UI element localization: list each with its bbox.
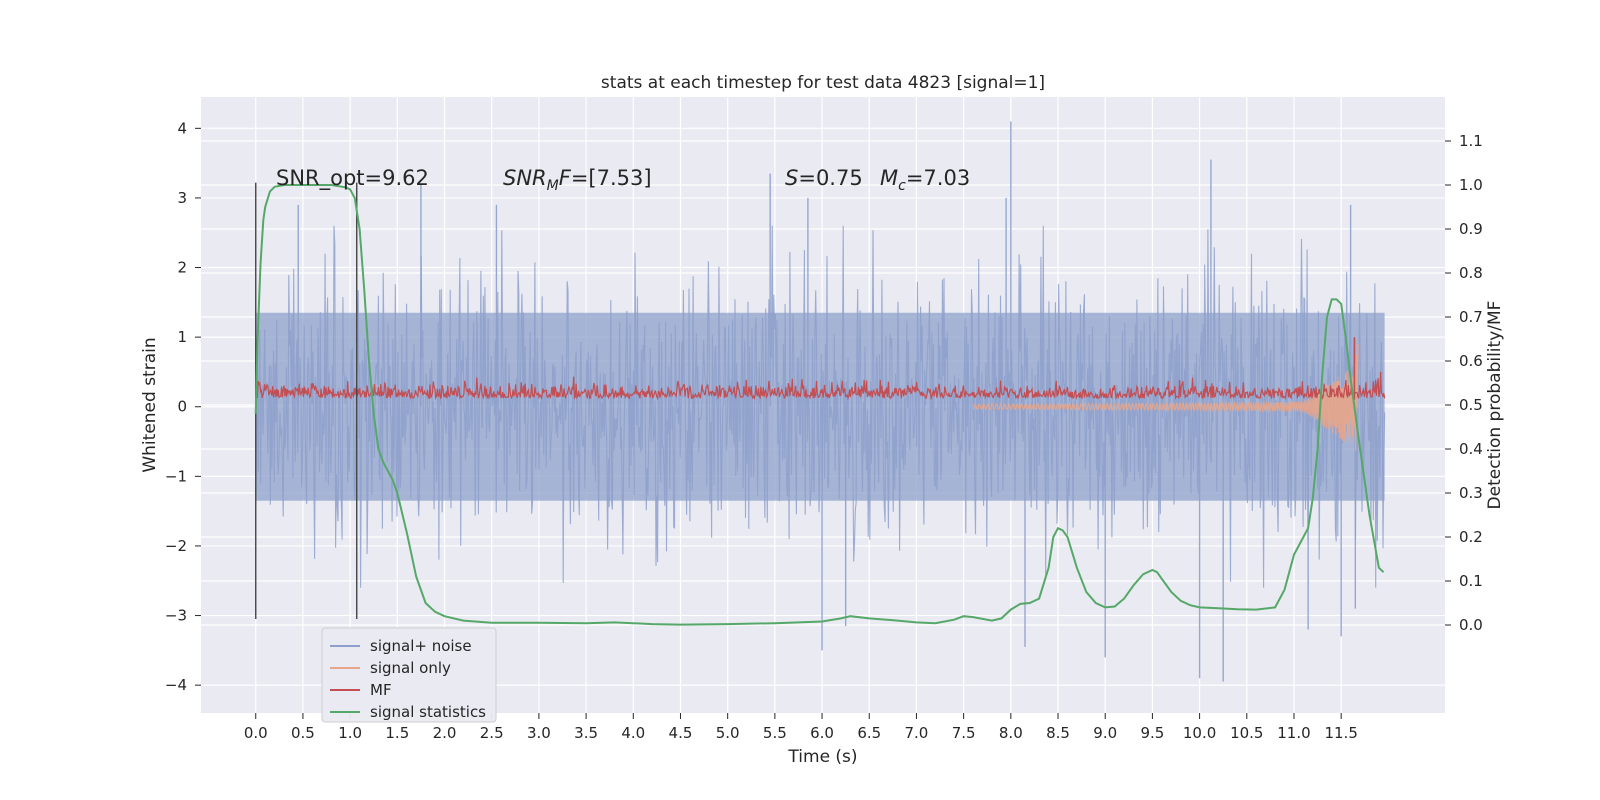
y2-tick-label: 0.9 bbox=[1459, 220, 1483, 238]
annotation-snr-opt: SNR_opt=9.62 bbox=[276, 166, 429, 191]
x-axis-label: Time (s) bbox=[787, 747, 857, 767]
annotation-mc: Mc=7.03 bbox=[880, 166, 970, 194]
x-tick-label: 4.0 bbox=[621, 724, 645, 742]
y-tick-label: −4 bbox=[165, 676, 187, 694]
x-tick-label: 9.5 bbox=[1140, 724, 1164, 742]
y-tick-label: 4 bbox=[177, 119, 187, 137]
x-tick-label: 1.0 bbox=[338, 724, 362, 742]
y2-tick-label: 0.7 bbox=[1459, 308, 1483, 326]
y2-tick-label: 0.1 bbox=[1459, 572, 1483, 590]
x-tick-label: 8.0 bbox=[999, 724, 1023, 742]
x-tick-label: 3.0 bbox=[527, 724, 551, 742]
y2-tick-label: 1.0 bbox=[1459, 176, 1483, 194]
x-tick-label: 6.0 bbox=[810, 724, 834, 742]
y2-tick-label: 1.1 bbox=[1459, 132, 1483, 150]
y-axis-left: 4 3 2 1 0 −1 −2 −3 −4 bbox=[165, 119, 201, 694]
x-tick-label: 11.5 bbox=[1324, 724, 1357, 742]
y2-tick-label: 0.3 bbox=[1459, 484, 1483, 502]
series-signal-statistics bbox=[254, 184, 1385, 626]
y-tick-label: 0 bbox=[177, 398, 187, 416]
x-tick-label: 6.5 bbox=[857, 724, 881, 742]
y-axis-right: 1.1 1.0 0.9 0.8 0.7 0.6 0.5 0.4 0.3 0.2 0.1 0.0 bbox=[1445, 132, 1483, 634]
y-tick-label: −2 bbox=[165, 537, 187, 555]
y-tick-label: 1 bbox=[177, 328, 187, 346]
x-tick-label: 9.0 bbox=[1093, 724, 1117, 742]
y2-tick-label: 0.5 bbox=[1459, 396, 1483, 414]
legend-label: signal statistics bbox=[370, 703, 486, 721]
y-axis-label: Whitened strain bbox=[140, 337, 160, 472]
x-tick-label: 10.0 bbox=[1183, 724, 1216, 742]
x-tick-label: 7.0 bbox=[905, 724, 929, 742]
annotation-snr-mf: SNRMF=[7.53] bbox=[503, 166, 652, 194]
y2-tick-label: 0.4 bbox=[1459, 440, 1483, 458]
y-tick-label: −3 bbox=[165, 607, 187, 625]
x-tick-label: 0.0 bbox=[244, 724, 268, 742]
x-tick-label: 10.5 bbox=[1230, 724, 1263, 742]
legend-label: signal only bbox=[370, 659, 451, 677]
legend-box bbox=[321, 627, 497, 723]
x-tick-label: 11.0 bbox=[1277, 724, 1310, 742]
series-layer bbox=[254, 121, 1386, 682]
y-tick-label: 2 bbox=[177, 259, 187, 277]
x-tick-label: 8.5 bbox=[1046, 724, 1070, 742]
x-tick-label: 5.5 bbox=[763, 724, 787, 742]
legend-label: MF bbox=[370, 681, 392, 699]
series-signal-only bbox=[972, 343, 1359, 451]
chart-title: stats at each timestep for test data 482… bbox=[601, 73, 1045, 93]
series-mf bbox=[255, 371, 1386, 401]
annotations: SNR_opt=9.62 SNRMF=[7.53] S=0.75 Mc=7.03 bbox=[276, 166, 970, 194]
y2-tick-label: 0.0 bbox=[1459, 616, 1483, 634]
legend: signal+ noise signal only MF signal statist… bbox=[321, 627, 497, 723]
x-tick-label: 2.5 bbox=[480, 724, 504, 742]
x-tick-label: 3.5 bbox=[574, 724, 598, 742]
x-tick-label: 5.0 bbox=[716, 724, 740, 742]
x-tick-label: 1.5 bbox=[385, 724, 409, 742]
x-axis: 0.0 0.5 1.0 1.5 2.0 2.5 3.0 3.5 4.0 4.5 5.0 5.5 6.0 6… bbox=[244, 713, 1358, 742]
y2-axis-label: Detection probability/MF bbox=[1485, 301, 1505, 510]
y2-tick-label: 0.2 bbox=[1459, 528, 1483, 546]
y2-tick-label: 0.8 bbox=[1459, 264, 1483, 282]
y2-tick-label: 0.6 bbox=[1459, 352, 1483, 370]
y-tick-label: 3 bbox=[177, 189, 187, 207]
x-tick-label: 4.5 bbox=[669, 724, 693, 742]
x-tick-label: 0.5 bbox=[291, 724, 315, 742]
annotation-s: S=0.75 bbox=[785, 166, 863, 190]
legend-label: signal+ noise bbox=[370, 637, 472, 655]
y-tick-label: −1 bbox=[165, 467, 187, 485]
x-tick-label: 7.5 bbox=[952, 724, 976, 742]
x-tick-label: 2.0 bbox=[433, 724, 457, 742]
